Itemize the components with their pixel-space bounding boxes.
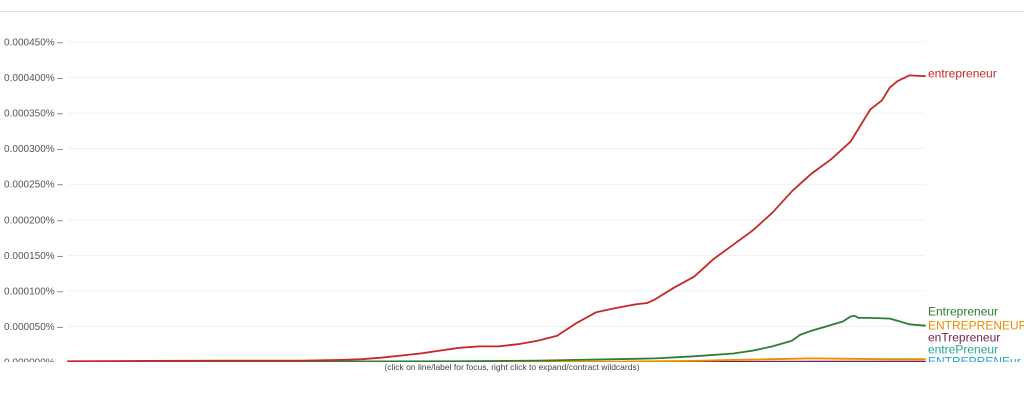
series-line-entrepreneur[interactable] xyxy=(67,357,926,362)
series-line-entrepreneur[interactable] xyxy=(67,74,926,362)
y-tick-label: 0.000100% – xyxy=(4,286,63,297)
y-tick-label: 0.000150% – xyxy=(4,251,63,262)
y-tick-label: 0.000450% – xyxy=(4,38,63,49)
y-tick-label: 0.000300% – xyxy=(4,144,63,155)
series-label[interactable]: Entrepreneur xyxy=(928,305,998,319)
y-tick-label: 0.000350% – xyxy=(4,109,63,120)
series-label[interactable]: entrePreneur xyxy=(928,343,998,357)
series-lines xyxy=(67,74,926,362)
y-tick-label: 0.000000% – xyxy=(4,358,63,363)
y-axis-ticks: 0.000450% – 0.000400% – 0.000350% – 0.00030… xyxy=(4,38,63,363)
series-labels: entrepreneur EntrepreneurENTREPRENEURenTr… xyxy=(928,67,1024,362)
y-tick-label: 0.000400% – xyxy=(4,73,63,84)
series-label[interactable]: ENTREPRENEur xyxy=(928,355,1021,362)
series-label[interactable]: enTrepreneur xyxy=(928,331,1000,345)
gridlines xyxy=(68,41,925,327)
y-tick-label: 0.000050% – xyxy=(4,322,63,333)
top-divider xyxy=(0,11,1024,12)
ngram-line-chart: 0.000450% – 0.000400% – 0.000350% – 0.00030… xyxy=(4,38,1024,363)
series-label[interactable]: entrepreneur xyxy=(928,67,997,81)
chart-footnote: (click on line/label for focus, right cl… xyxy=(384,362,640,372)
y-tick-label: 0.000200% – xyxy=(4,215,63,226)
y-tick-label: 0.000250% – xyxy=(4,180,63,191)
series-line-entrepreneur[interactable] xyxy=(67,314,926,362)
series-label[interactable]: ENTREPRENEUR xyxy=(928,319,1024,333)
